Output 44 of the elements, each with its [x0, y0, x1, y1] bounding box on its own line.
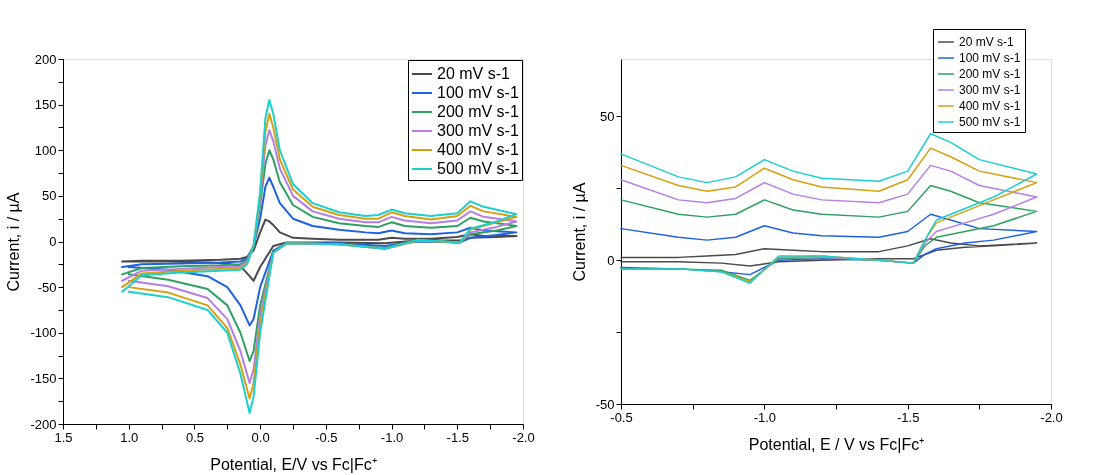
x-tick-label: -1.5 — [446, 429, 469, 445]
x-tick-label: -2.0 — [512, 429, 535, 445]
legend-label: 200 mV s-1 — [959, 67, 1021, 81]
legend-label: 20 mV s-1 — [437, 65, 511, 82]
legend-label: 200 mV s-1 — [437, 103, 519, 120]
x-tick-label: -1.0 — [753, 409, 777, 425]
x-tick-label: -2.0 — [1040, 409, 1063, 425]
y-tick-label: -150 — [30, 370, 57, 386]
legend-label: 500 mV s-1 — [959, 115, 1021, 129]
x-tick-label: -0.5 — [315, 429, 338, 445]
y-tick-label: -50 — [37, 279, 57, 295]
y-axis-title: Current, i / µA — [570, 182, 588, 282]
y-axis-title: Current, i / µA — [5, 192, 23, 292]
x-tick-label: -1.0 — [380, 429, 404, 445]
y-tick-label: 100 — [34, 142, 57, 158]
legend-label: 100 mV s-1 — [959, 51, 1021, 65]
legend-label: 100 mV s-1 — [437, 84, 519, 101]
y-tick-label: -200 — [30, 416, 57, 432]
legend-label: 20 mV s-1 — [959, 35, 1015, 49]
y-tick-label: -50 — [595, 396, 615, 412]
x-tick-label: 1.5 — [54, 429, 73, 445]
legend-label: 500 mV s-1 — [437, 160, 519, 177]
line-series — [121, 218, 518, 282]
y-tick-label: 150 — [34, 97, 57, 113]
x-axis-title: Potential, E / V vs Fc|Fc⁺ — [748, 435, 925, 453]
line-series — [620, 237, 1038, 267]
x-tick-label: 1.0 — [120, 429, 139, 445]
legend-label: 300 mV s-1 — [959, 83, 1021, 97]
y-tick-label: 0 — [49, 234, 57, 249]
line-series — [121, 176, 518, 327]
y-tick-label: 50 — [42, 188, 57, 204]
x-tick-label: 0.5 — [185, 429, 204, 445]
x-axis-title: Potential, E/V vs Fc|Fc⁺ — [210, 455, 377, 473]
y-tick-label: 50 — [600, 109, 615, 124]
x-tick-label: -0.5 — [610, 409, 633, 425]
y-tick-label: 0 — [607, 252, 615, 268]
legend-label: 300 mV s-1 — [437, 122, 519, 139]
y-tick-label: -100 — [30, 325, 57, 341]
line-series — [620, 164, 1038, 264]
legend-label: 400 mV s-1 — [437, 141, 519, 158]
y-tick-label: 200 — [34, 51, 57, 67]
legend-label: 400 mV s-1 — [959, 99, 1021, 113]
x-tick-label: 0.0 — [251, 429, 270, 445]
x-tick-label: -1.5 — [896, 409, 920, 425]
